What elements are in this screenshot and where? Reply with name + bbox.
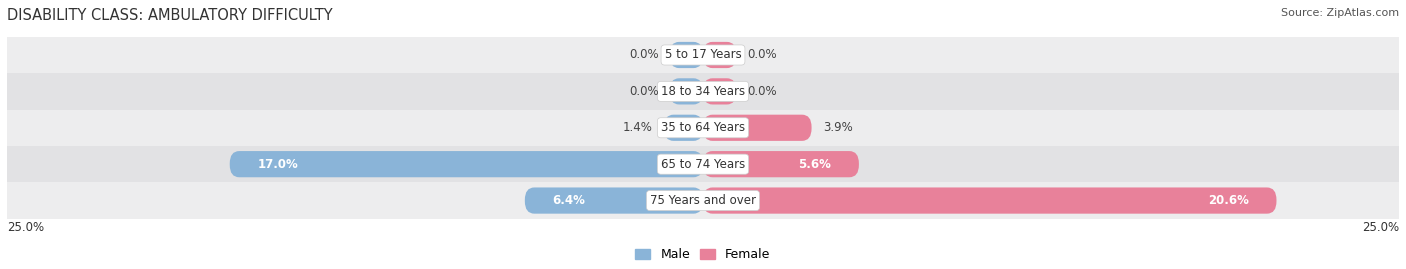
Text: 25.0%: 25.0% <box>1362 221 1399 233</box>
Text: 0.0%: 0.0% <box>748 85 778 98</box>
FancyBboxPatch shape <box>703 151 859 177</box>
Bar <box>7 109 1399 146</box>
Text: 0.0%: 0.0% <box>628 48 658 62</box>
Text: 5 to 17 Years: 5 to 17 Years <box>665 48 741 62</box>
Text: 75 Years and over: 75 Years and over <box>650 194 756 207</box>
FancyBboxPatch shape <box>229 151 703 177</box>
Bar <box>7 37 1399 73</box>
Text: 0.0%: 0.0% <box>748 48 778 62</box>
Bar <box>7 146 1399 182</box>
FancyBboxPatch shape <box>703 115 811 141</box>
Bar <box>7 182 1399 219</box>
Text: 1.4%: 1.4% <box>623 121 652 134</box>
Text: 17.0%: 17.0% <box>257 158 298 171</box>
Text: 3.9%: 3.9% <box>823 121 852 134</box>
Text: 25.0%: 25.0% <box>7 221 44 233</box>
Text: 20.6%: 20.6% <box>1208 194 1249 207</box>
Bar <box>7 73 1399 109</box>
FancyBboxPatch shape <box>703 42 737 68</box>
FancyBboxPatch shape <box>664 115 703 141</box>
FancyBboxPatch shape <box>703 187 1277 214</box>
Text: 0.0%: 0.0% <box>628 85 658 98</box>
FancyBboxPatch shape <box>524 187 703 214</box>
Text: 6.4%: 6.4% <box>553 194 585 207</box>
Text: 35 to 64 Years: 35 to 64 Years <box>661 121 745 134</box>
Text: Source: ZipAtlas.com: Source: ZipAtlas.com <box>1281 8 1399 18</box>
Legend: Male, Female: Male, Female <box>630 243 776 266</box>
FancyBboxPatch shape <box>703 78 737 104</box>
Text: 65 to 74 Years: 65 to 74 Years <box>661 158 745 171</box>
FancyBboxPatch shape <box>669 78 703 104</box>
FancyBboxPatch shape <box>669 42 703 68</box>
Text: 5.6%: 5.6% <box>799 158 831 171</box>
Text: 18 to 34 Years: 18 to 34 Years <box>661 85 745 98</box>
Text: DISABILITY CLASS: AMBULATORY DIFFICULTY: DISABILITY CLASS: AMBULATORY DIFFICULTY <box>7 8 333 23</box>
